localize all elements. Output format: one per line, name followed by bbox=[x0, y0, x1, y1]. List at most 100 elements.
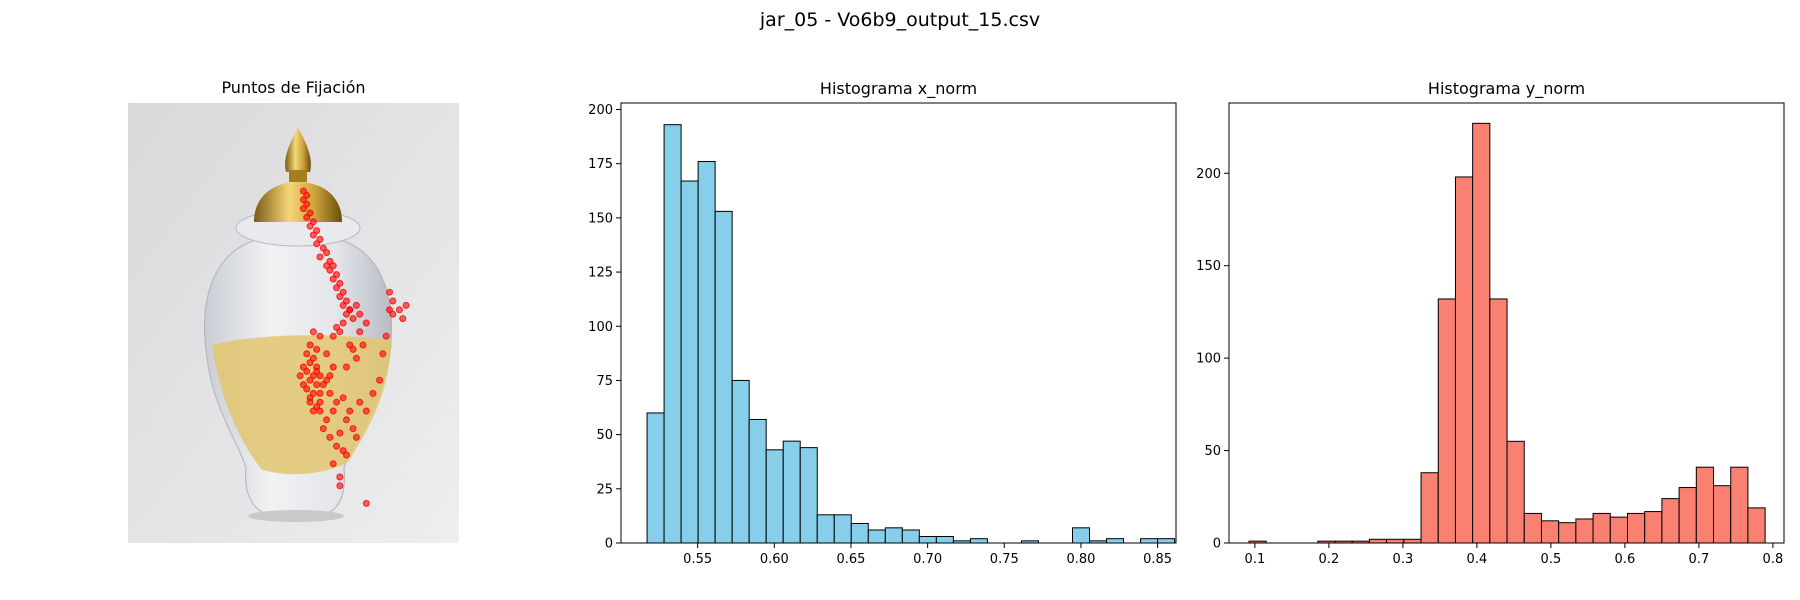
fixation-point bbox=[339, 319, 347, 327]
jar-photo bbox=[128, 103, 459, 543]
histogram-bar bbox=[1072, 527, 1091, 544]
histogram-bar bbox=[1472, 122, 1491, 544]
fixation-point bbox=[303, 350, 311, 358]
histogram-bar bbox=[1644, 511, 1663, 544]
fixation-point bbox=[316, 372, 324, 380]
fixation-point bbox=[362, 407, 370, 415]
x-tick-label: 0.4 bbox=[1467, 552, 1488, 567]
histogram-y-title: Histograma y_norm bbox=[1428, 79, 1585, 99]
fixation-point bbox=[336, 293, 344, 301]
fixation-point bbox=[356, 328, 364, 336]
histogram-y-bars bbox=[1248, 122, 1766, 544]
fixation-point bbox=[333, 442, 341, 450]
fixation-point bbox=[319, 425, 327, 433]
fixation-point bbox=[306, 359, 314, 367]
fixation-panel: Puntos de Fijación bbox=[128, 78, 459, 543]
histogram-x-frame bbox=[620, 102, 1177, 544]
fixation-point bbox=[352, 354, 360, 362]
histogram-y-frame bbox=[1228, 102, 1785, 544]
y-tick-label: 200 bbox=[1196, 167, 1221, 182]
fixation-point bbox=[329, 363, 337, 371]
histogram-bar bbox=[1747, 507, 1766, 544]
fixation-point bbox=[313, 381, 321, 389]
histogram-y-panel: Histograma y_norm 0.1 0.2 0.3 0.4 0.5 0.6 0.7 0… bbox=[1196, 79, 1785, 567]
fixation-point bbox=[399, 315, 407, 323]
fixation-point bbox=[299, 381, 307, 389]
fixation-point bbox=[299, 363, 307, 371]
histogram-bar bbox=[1523, 512, 1542, 544]
histogram-bar bbox=[901, 529, 920, 544]
histogram-bar bbox=[850, 522, 869, 544]
fixation-point bbox=[356, 398, 364, 406]
histogram-bar bbox=[1454, 176, 1474, 544]
fixation-point bbox=[359, 341, 367, 349]
fixation-point bbox=[342, 363, 350, 371]
fixation-point bbox=[306, 222, 314, 230]
x-tick-label: 0.7 bbox=[1689, 552, 1710, 567]
y-tick-label: 25 bbox=[596, 482, 613, 497]
histogram-bar bbox=[1157, 538, 1176, 544]
figure-title: jar_05 - Vo6b9_output_15.csv bbox=[759, 9, 1040, 31]
fixation-point bbox=[329, 332, 337, 340]
x-tick-label: 0.80 bbox=[1066, 552, 1095, 567]
histogram-bar bbox=[884, 527, 903, 544]
x-tick-label: 0.65 bbox=[836, 552, 865, 567]
histogram-bar bbox=[765, 449, 784, 544]
fixation-point bbox=[316, 332, 324, 340]
fixation-point bbox=[379, 350, 387, 358]
fixation-point bbox=[336, 482, 344, 490]
fixation-point bbox=[362, 319, 370, 327]
x-tick-label: 0.3 bbox=[1393, 552, 1414, 567]
histogram-bar bbox=[1575, 518, 1594, 544]
fixation-point bbox=[329, 460, 337, 468]
histogram-bar bbox=[969, 538, 988, 544]
y-tick-label: 100 bbox=[1196, 352, 1221, 367]
fixation-point bbox=[389, 297, 397, 305]
y-tick-label: 100 bbox=[588, 320, 613, 335]
fixation-point bbox=[326, 433, 334, 441]
fixation-point bbox=[303, 213, 311, 221]
histogram-bar bbox=[1106, 538, 1125, 544]
fixation-point bbox=[306, 341, 314, 349]
fixation-point bbox=[336, 328, 344, 336]
histogram-bar bbox=[1730, 466, 1749, 544]
histogram-bar bbox=[1540, 520, 1560, 544]
histogram-bar bbox=[1437, 298, 1456, 544]
fixation-point bbox=[306, 376, 314, 384]
fixation-point bbox=[323, 416, 331, 424]
fixation-points bbox=[296, 187, 410, 507]
fixation-point bbox=[326, 266, 334, 274]
histogram-bar bbox=[748, 418, 767, 544]
fixation-point bbox=[316, 398, 324, 406]
fixation-point bbox=[323, 350, 331, 358]
fixation-point bbox=[369, 389, 377, 397]
histogram-bar bbox=[935, 535, 954, 544]
histogram-bar bbox=[1558, 522, 1577, 544]
histogram-bar bbox=[816, 514, 835, 544]
fixation-point bbox=[316, 389, 324, 397]
histogram-bar bbox=[731, 379, 750, 544]
fixation-point bbox=[385, 288, 393, 296]
x-tick-label: 0.2 bbox=[1319, 552, 1340, 567]
fixation-point bbox=[402, 301, 410, 309]
histogram-bar bbox=[1592, 512, 1611, 544]
histogram-bar bbox=[1506, 440, 1525, 544]
fixation-point bbox=[309, 328, 317, 336]
fixation-point bbox=[382, 332, 390, 340]
fixation-point bbox=[313, 240, 321, 248]
y-tick-label: 150 bbox=[1196, 259, 1221, 274]
histogram-x-bars bbox=[646, 124, 1176, 544]
fixation-point bbox=[352, 433, 360, 441]
y-tick-label: 75 bbox=[596, 374, 613, 389]
histogram-x-title: Histograma x_norm bbox=[820, 79, 977, 99]
histogram-bar bbox=[1386, 538, 1405, 544]
x-tick-label: 0.85 bbox=[1143, 552, 1172, 567]
y-tick-label: 200 bbox=[588, 103, 613, 118]
y-tick-label: 50 bbox=[596, 428, 613, 443]
fixation-point bbox=[376, 376, 384, 384]
histogram-bar bbox=[714, 210, 733, 544]
histogram-bar bbox=[918, 535, 937, 544]
histogram-bar bbox=[1678, 487, 1697, 544]
fixation-point bbox=[346, 407, 354, 415]
